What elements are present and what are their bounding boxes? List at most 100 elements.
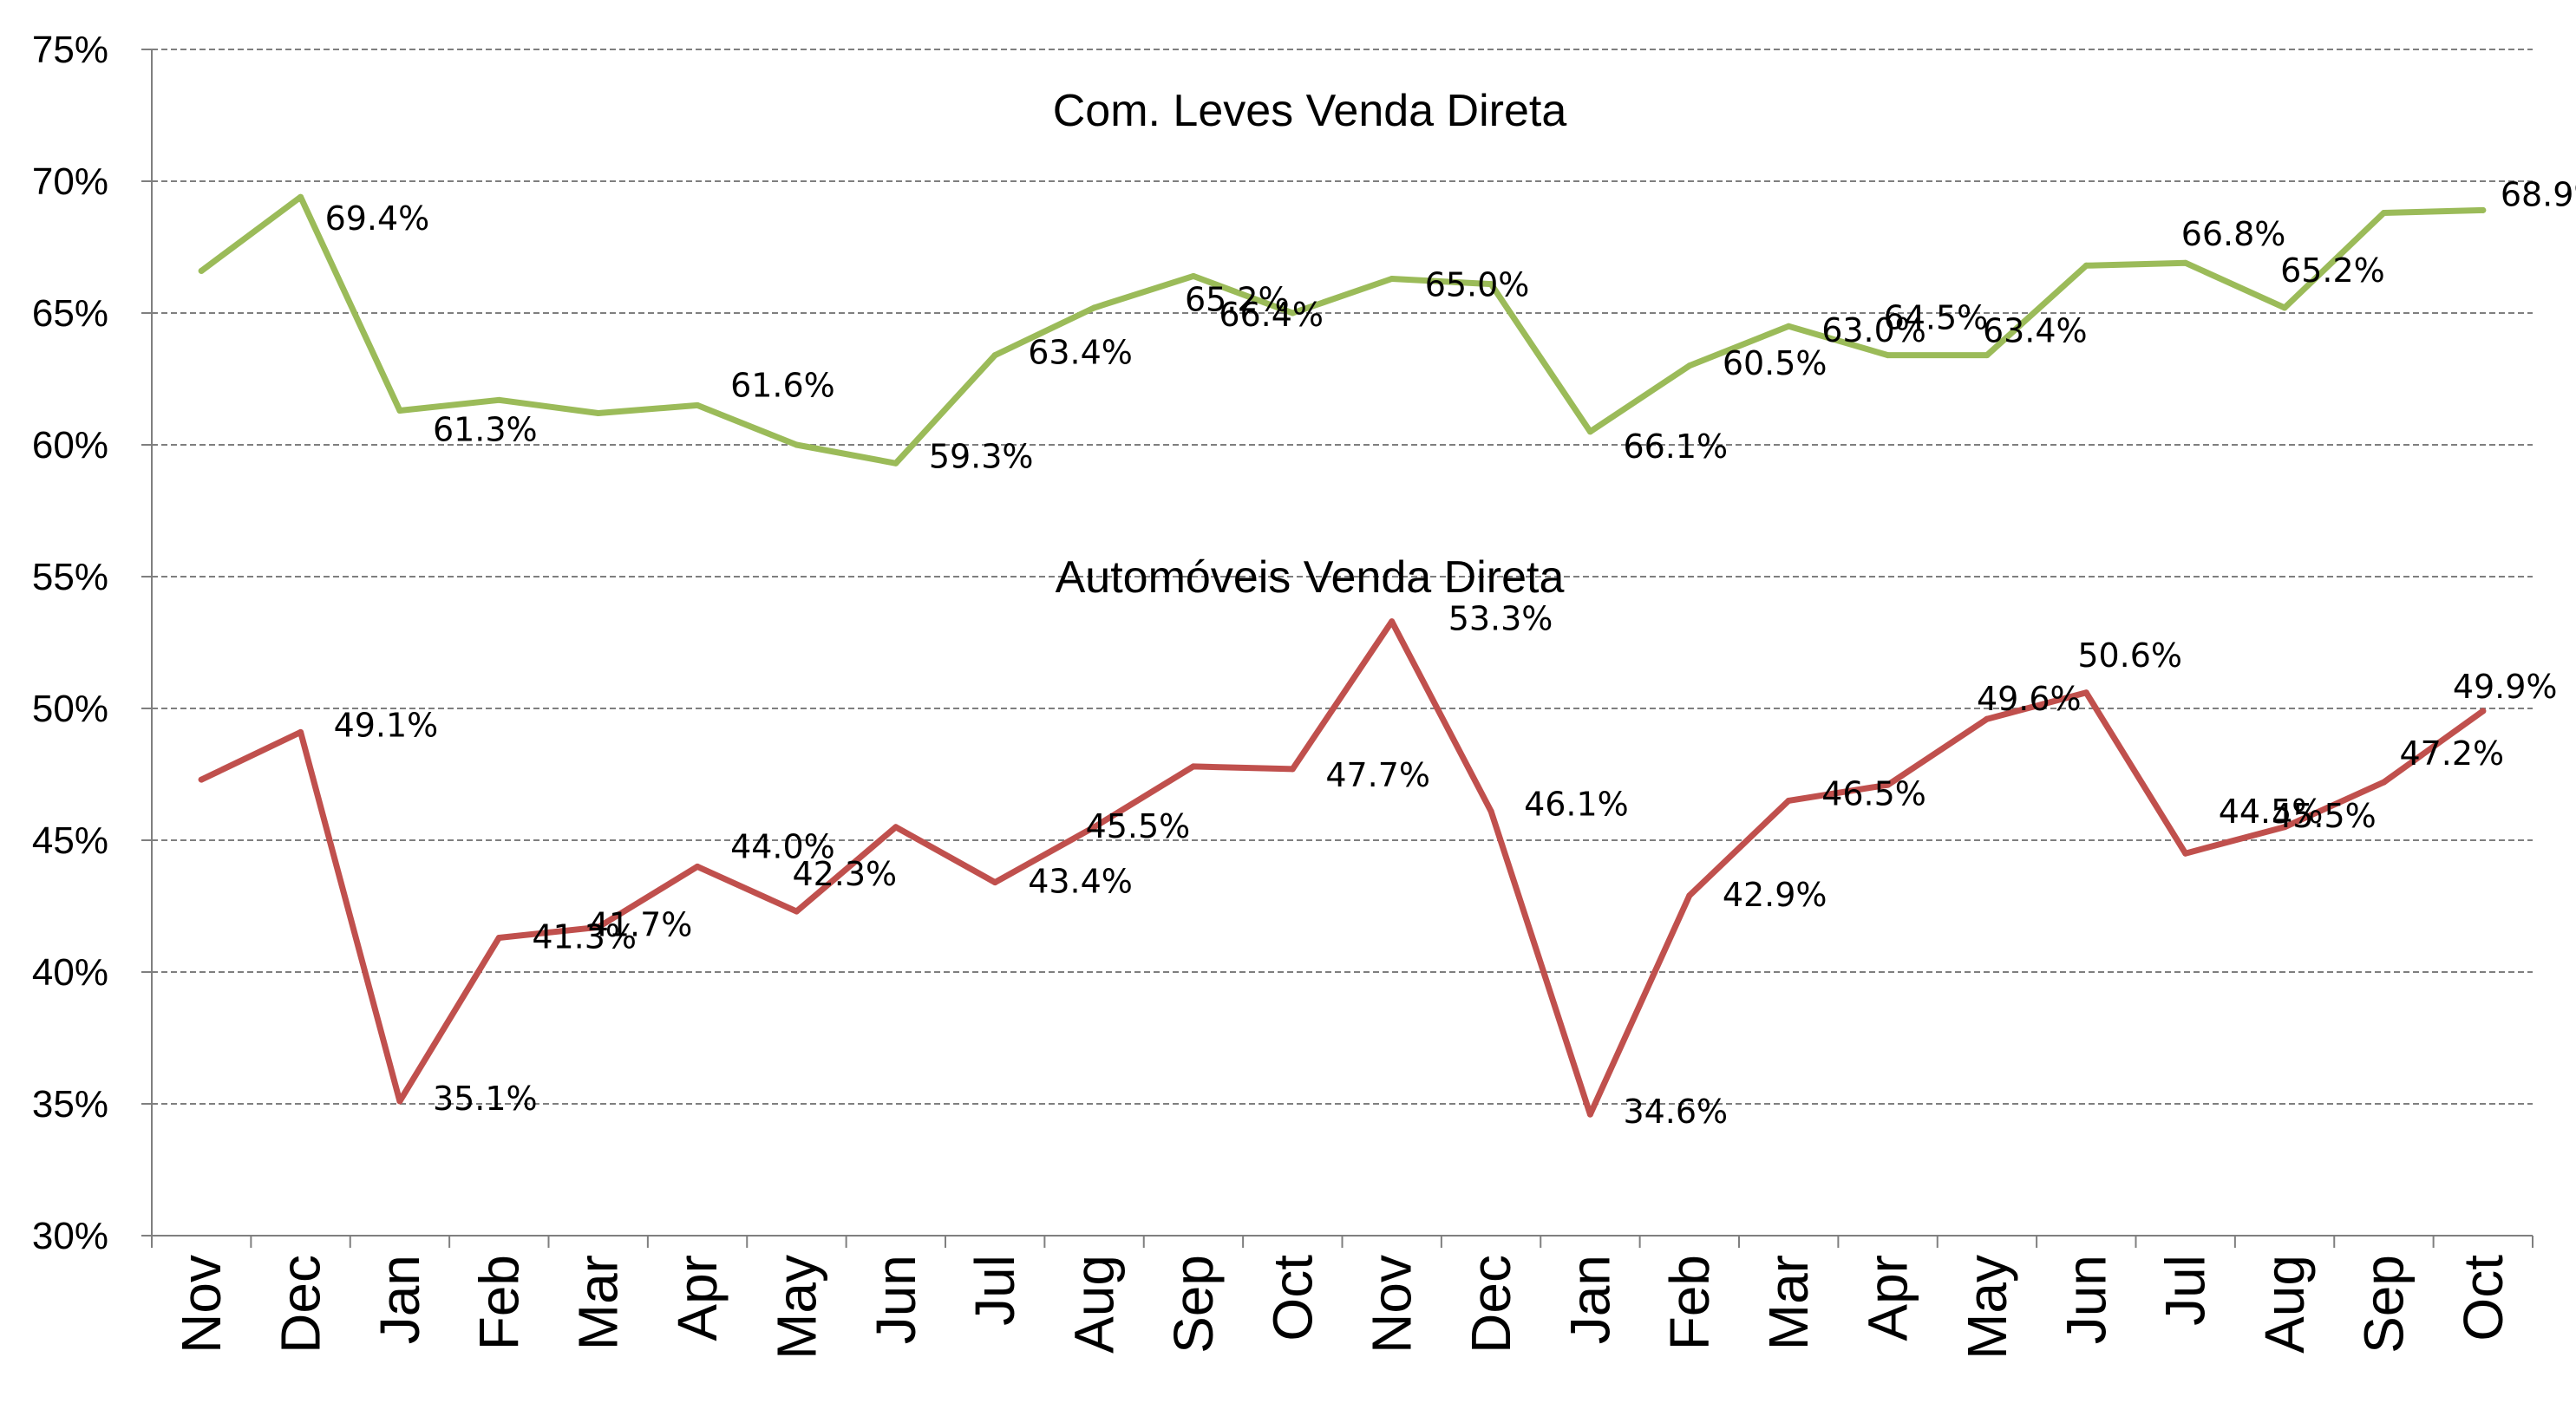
x-tick-label: Nov: [170, 1255, 232, 1354]
data-point: [793, 908, 800, 915]
data-point: [2082, 689, 2089, 696]
data-point: [1686, 362, 1693, 369]
data-point: [595, 410, 602, 417]
y-tick-label: 70%: [32, 160, 108, 203]
x-tick-label: Jun: [865, 1255, 927, 1344]
data-label: 44.5%: [2219, 793, 2324, 831]
data-label: 49.9%: [2453, 668, 2558, 706]
data-point: [1190, 763, 1197, 770]
data-point: [1289, 766, 1296, 773]
y-tick-label: 35%: [32, 1083, 108, 1126]
x-tick-label: Apr: [666, 1255, 729, 1341]
data-label: 43.4%: [1028, 863, 1133, 901]
data-point: [595, 923, 602, 930]
y-tick-label: 45%: [32, 819, 108, 862]
x-tick-label: Mar: [567, 1255, 630, 1350]
data-point: [2380, 209, 2387, 216]
y-tick-label: 30%: [32, 1215, 108, 1257]
data-point: [1487, 808, 1494, 815]
data-point: [1091, 304, 1098, 311]
data-label: 68.9%: [2501, 175, 2576, 213]
data-point: [198, 267, 205, 274]
y-tick-label: 60%: [32, 424, 108, 467]
data-label: 50.6%: [2077, 636, 2182, 675]
data-label: 46.5%: [1821, 774, 1926, 812]
data-label: 45.5%: [1086, 807, 1191, 845]
data-label: 66.4%: [1219, 296, 1324, 334]
x-tick-label: Nov: [1361, 1255, 1423, 1354]
y-tick-label: 65%: [32, 292, 108, 335]
data-label: 63.0%: [1821, 311, 1926, 349]
data-label: 64.5%: [1884, 299, 1989, 337]
y-tick-label: 40%: [32, 951, 108, 994]
data-point: [892, 824, 899, 831]
data-label: 41.3%: [532, 917, 637, 956]
data-point: [694, 863, 701, 870]
data-label: 49.6%: [1977, 680, 2082, 718]
data-label: 45.5%: [2272, 797, 2377, 835]
data-label: 44.0%: [730, 827, 835, 865]
x-tick-label: Oct: [1261, 1255, 1324, 1341]
data-label: 41.7%: [588, 905, 693, 943]
x-tick-label: Sep: [2352, 1255, 2415, 1354]
data-label: 47.7%: [1325, 756, 1430, 794]
data-point: [2182, 259, 2189, 266]
data-point: [1091, 824, 1098, 831]
series-titles: Com. Leves Venda Direta Automóveis Venda …: [1053, 86, 1567, 603]
data-label: 60.5%: [1723, 344, 1827, 382]
data-labels: 69.4%61.3%61.6%59.3%63.4%65.2%66.4%65.0%…: [325, 175, 2576, 1131]
data-label: 59.3%: [929, 437, 1034, 475]
data-point: [793, 441, 800, 448]
x-tick-label: Jan: [369, 1255, 431, 1344]
x-tick-label: Oct: [2452, 1255, 2514, 1341]
data-label: 66.1%: [1623, 427, 1728, 466]
series-lines: [198, 193, 2487, 1118]
series-title: Com. Leves Venda Direta: [1053, 86, 1567, 136]
data-label: 47.2%: [2399, 734, 2504, 773]
x-tick-label: Jul: [2154, 1255, 2217, 1326]
x-tick-label: Feb: [1658, 1255, 1721, 1350]
data-point: [2480, 206, 2487, 213]
y-tick-label: 55%: [32, 556, 108, 598]
data-point: [1289, 310, 1296, 316]
data-point: [495, 934, 502, 941]
data-label: 61.3%: [433, 410, 538, 448]
data-point: [1885, 352, 1892, 359]
data-point: [495, 396, 502, 403]
x-tick-label: Aug: [2253, 1255, 2316, 1354]
data-point: [2281, 304, 2288, 311]
series-title: Automóveis Venda Direta: [1056, 552, 1565, 603]
data-point: [2182, 850, 2189, 857]
y-tick-label: 50%: [32, 688, 108, 730]
data-point: [2480, 708, 2487, 715]
series-line-automoveis: [198, 618, 2487, 1118]
data-point: [1984, 715, 1991, 722]
data-label: 46.1%: [1524, 786, 1629, 824]
data-point: [991, 352, 998, 359]
data-label: 42.9%: [1723, 876, 1827, 914]
data-label: 53.3%: [1448, 600, 1553, 638]
data-point: [1389, 618, 1396, 625]
data-point: [1389, 275, 1396, 282]
axes: 30% 35% 40% 45% 50% 55% 60% 65% 70% 75% Nov Dec Jan F…: [32, 29, 2534, 1360]
data-point: [297, 728, 304, 735]
x-tick-label: Feb: [467, 1255, 530, 1350]
data-label: 65.0%: [1425, 265, 1530, 303]
data-label: 69.4%: [325, 199, 430, 238]
data-point: [2281, 824, 2288, 831]
gridlines: [152, 49, 2533, 1105]
data-point: [396, 407, 403, 414]
x-tick-label: Jan: [1559, 1255, 1621, 1344]
data-point: [1885, 781, 1892, 788]
data-point: [694, 401, 701, 408]
x-tick-label: Jun: [2055, 1255, 2117, 1344]
data-point: [1487, 281, 1494, 288]
data-point: [892, 460, 899, 467]
x-tick-label: Mar: [1757, 1255, 1820, 1350]
x-tick-label: Aug: [1063, 1255, 1126, 1354]
data-label: 66.8%: [2181, 215, 2286, 253]
data-label: 65.2%: [1185, 280, 1290, 318]
x-tick-label: Apr: [1857, 1255, 1919, 1341]
data-point: [1785, 797, 1792, 804]
